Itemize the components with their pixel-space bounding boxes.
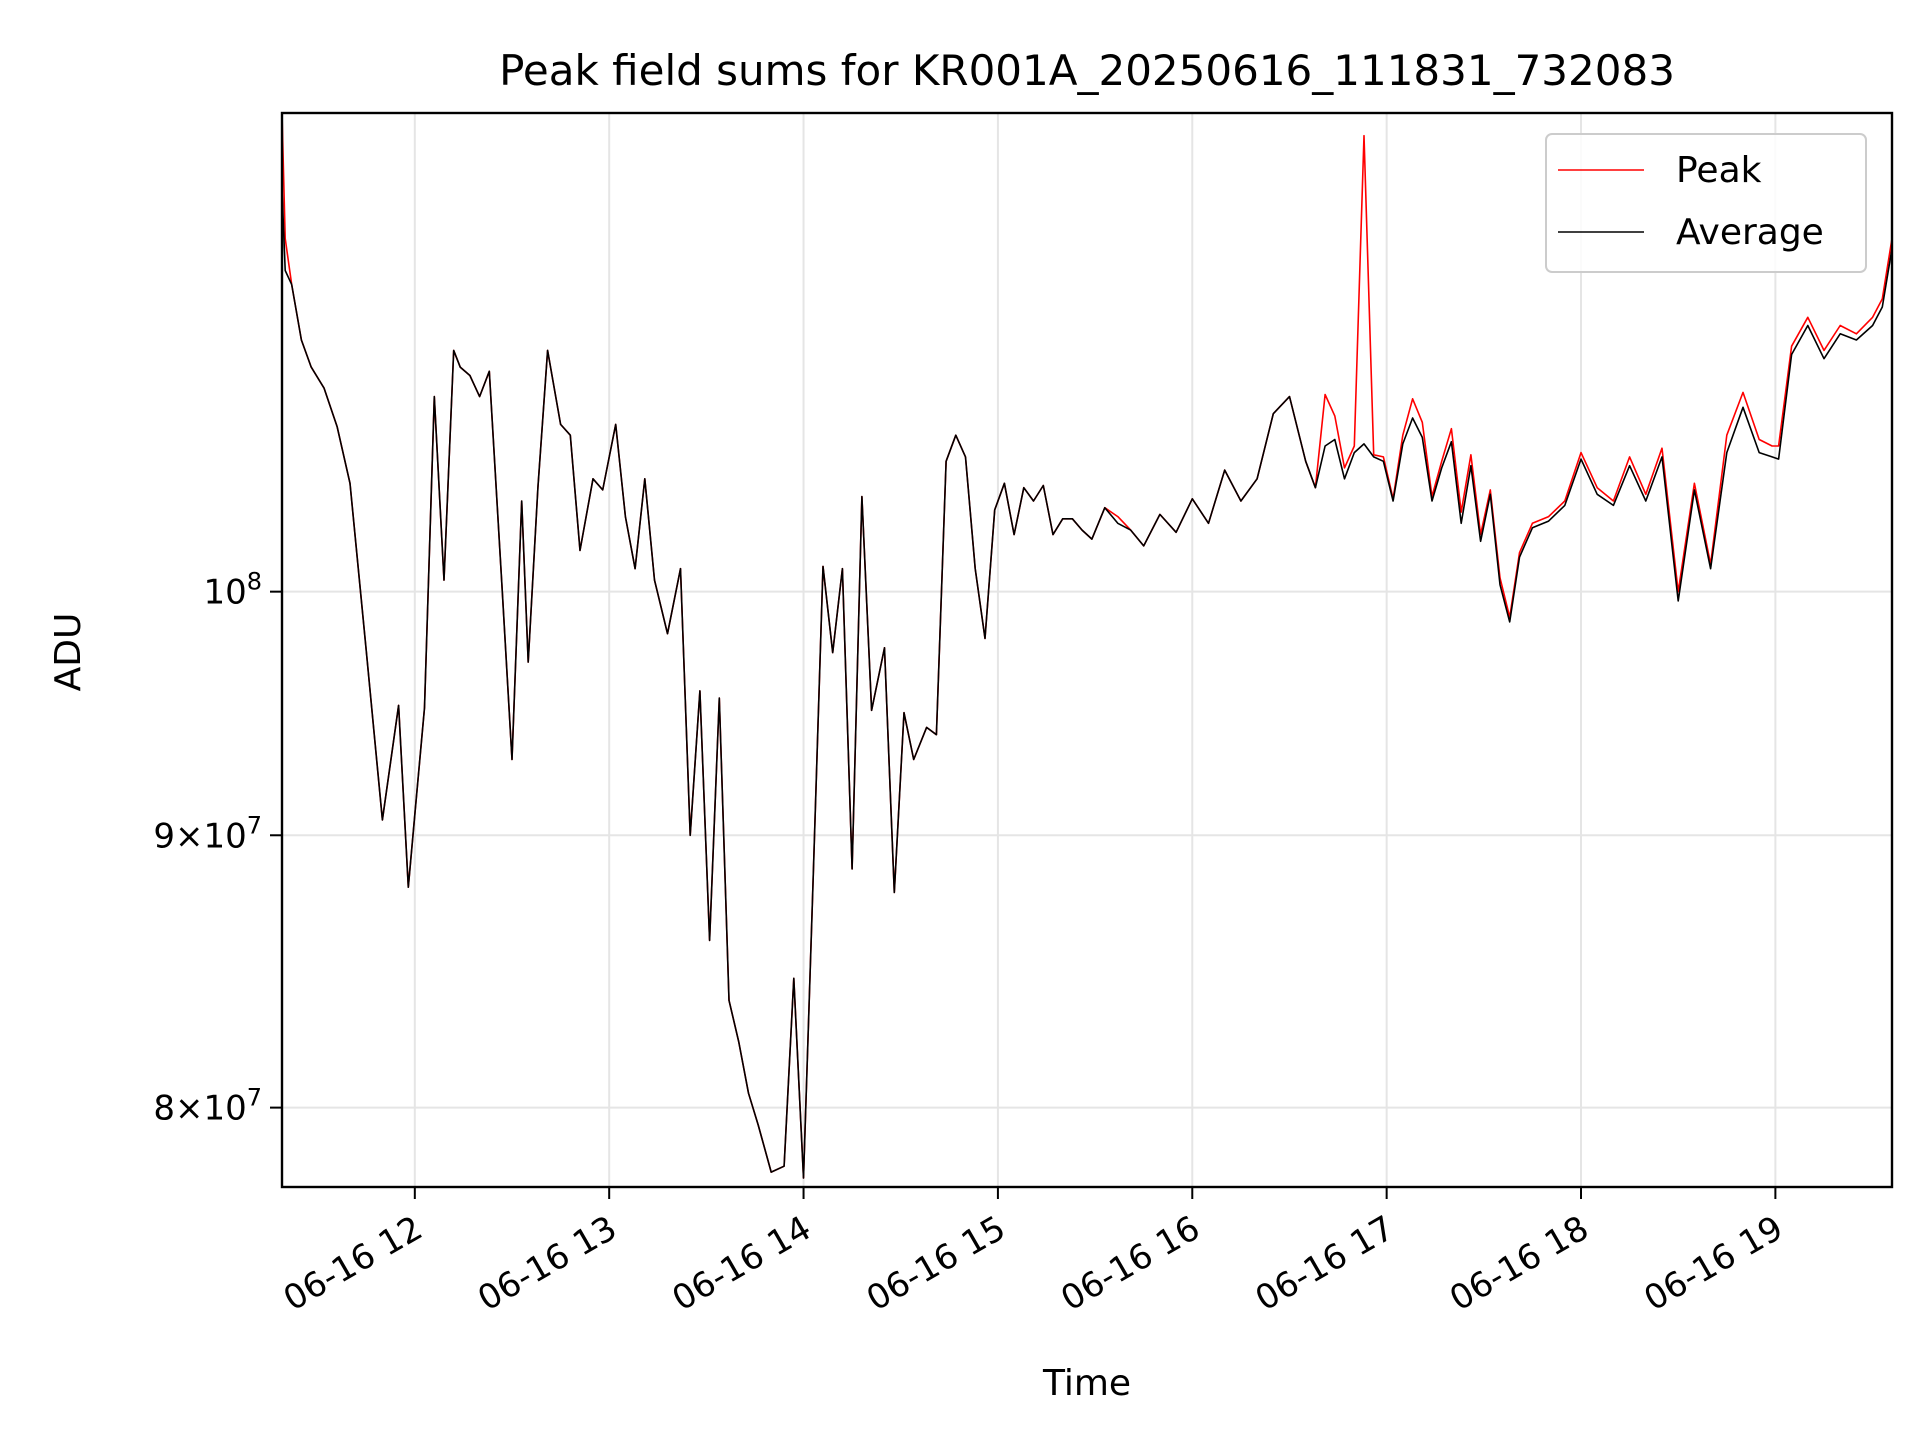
series-lines bbox=[281, 112, 1893, 1179]
grid-lines bbox=[282, 113, 1892, 1187]
x-axis-title: Time bbox=[1042, 1363, 1131, 1404]
chart-title: Peak field sums for KR001A_20250616_1118… bbox=[499, 46, 1675, 95]
y-axis-title: ADU bbox=[48, 613, 89, 692]
y-axis-ticks: 8×107 9×107 108 bbox=[153, 568, 282, 1129]
legend-box bbox=[1545, 133, 1867, 273]
plot-frame bbox=[280, 111, 1894, 1189]
legend-label-average: Average bbox=[1676, 212, 1824, 253]
legend-label-peak: Peak bbox=[1676, 150, 1762, 191]
y-tick-label: 108 bbox=[203, 568, 262, 613]
series-line-average bbox=[281, 189, 1893, 1179]
legend: Peak Average bbox=[1545, 133, 1867, 273]
y-tick-label: 8×107 bbox=[153, 1084, 262, 1129]
y-tick-label: 9×107 bbox=[153, 811, 262, 856]
